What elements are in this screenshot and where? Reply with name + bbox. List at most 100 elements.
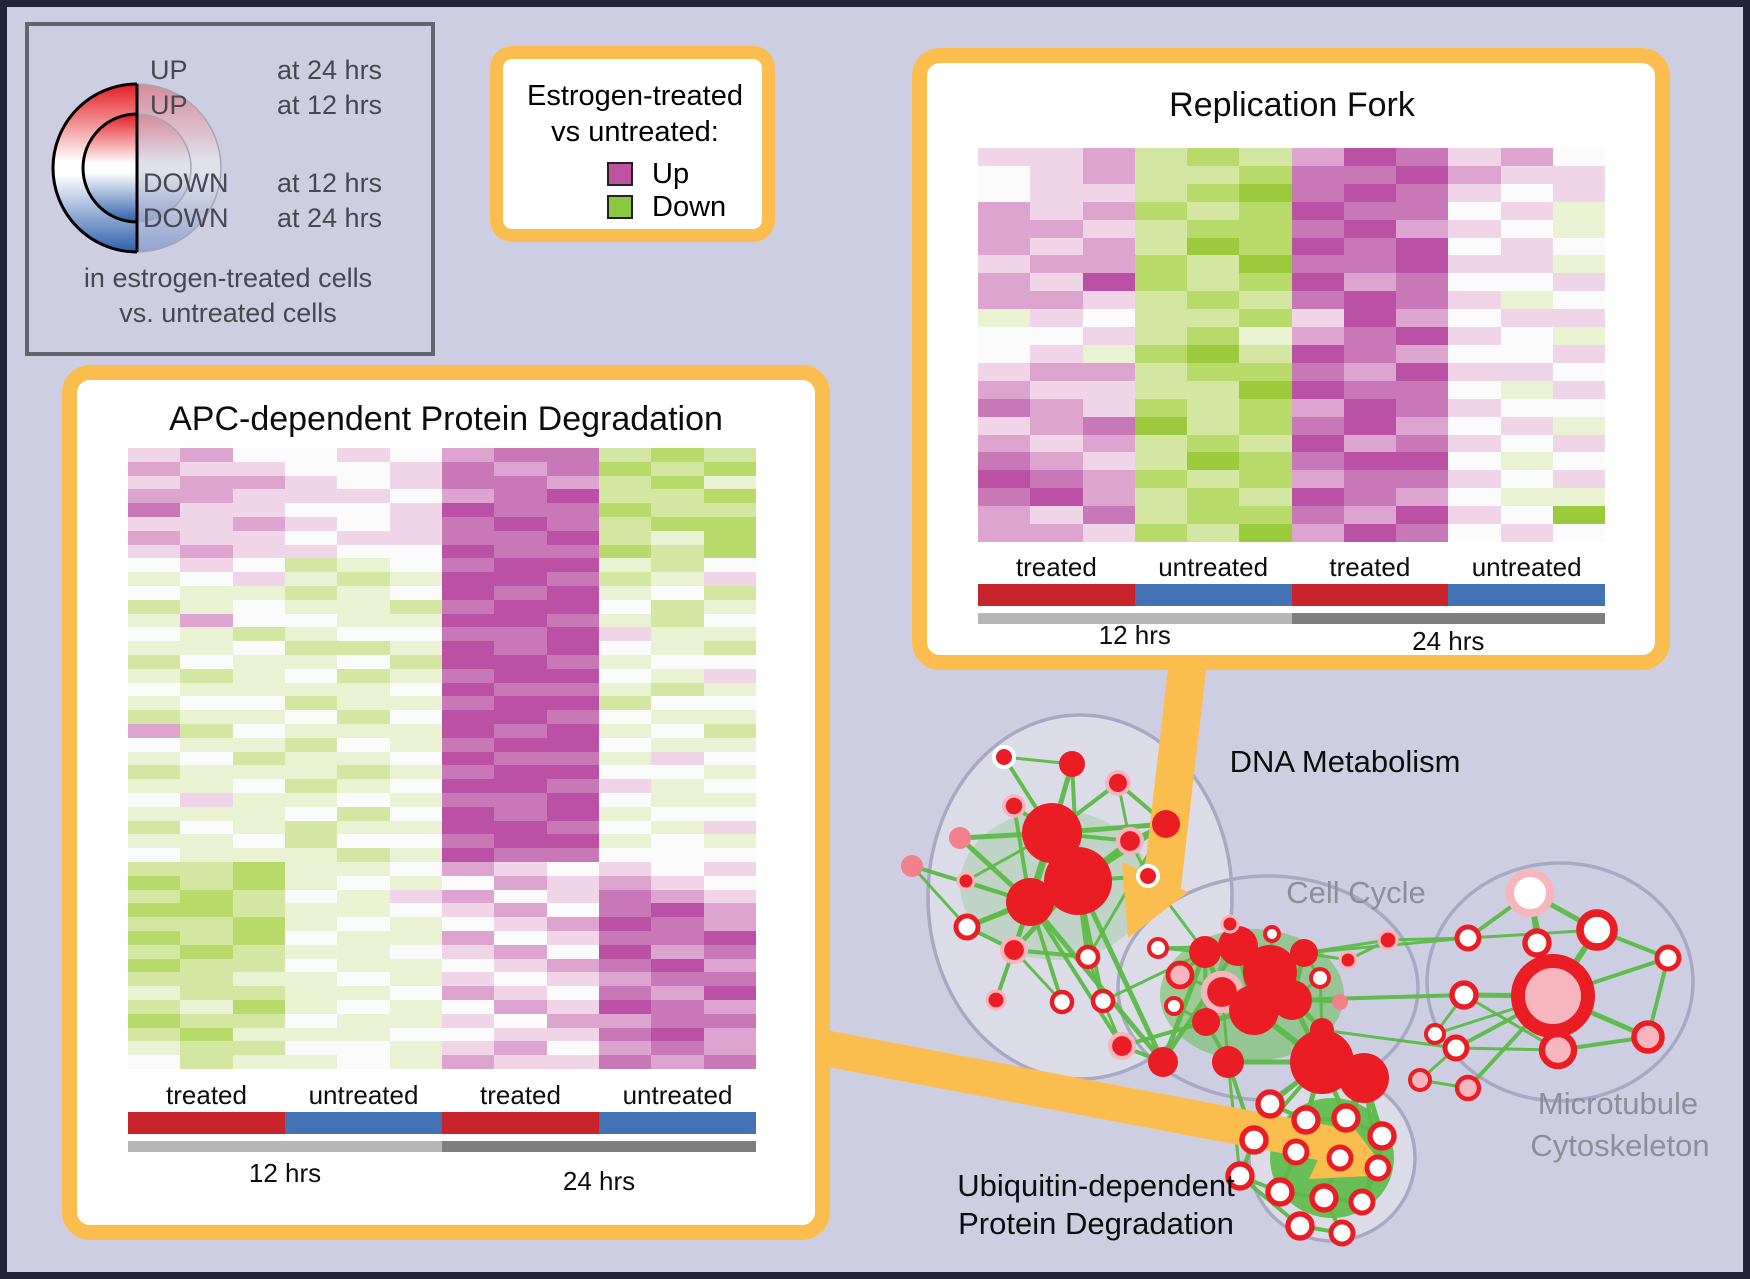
heatmap-cell <box>441 696 495 711</box>
heatmap-cell <box>441 806 495 821</box>
heatmap-cell <box>232 1000 285 1014</box>
heatmap-cell <box>284 599 338 614</box>
heatmap-cell <box>1343 344 1396 363</box>
heatmap-cell <box>546 572 599 586</box>
heatmap-cell <box>1448 183 1501 202</box>
heatmap-cell <box>284 503 338 517</box>
heatmap-cell <box>1134 148 1187 166</box>
heatmap-cell <box>1396 183 1449 202</box>
heatmap-cell <box>651 917 704 931</box>
heatmap-cell <box>337 517 390 531</box>
heatmap-cell <box>494 489 547 504</box>
heatmap-cell <box>546 682 599 697</box>
heatmap-cell <box>598 641 652 655</box>
heatmap-cell <box>1500 148 1553 166</box>
heatmap-cell <box>978 506 1031 525</box>
heatmap-cell <box>703 586 756 600</box>
heatmap-cell <box>441 931 495 945</box>
network-node <box>1006 878 1054 926</box>
heatmap-cell <box>1082 416 1135 435</box>
heatmap-cell <box>598 530 652 545</box>
network-node <box>1229 985 1279 1035</box>
heatmap-cell <box>1187 237 1240 256</box>
heatmap-cell <box>1134 344 1187 363</box>
heatmap-cell <box>598 613 652 628</box>
heatmap-cell <box>494 448 547 462</box>
heatmap-cell <box>232 793 285 807</box>
untreated-bar <box>1448 584 1605 606</box>
heatmap-cell <box>494 875 547 890</box>
heatmap-cell <box>598 820 652 835</box>
heatmap-cell <box>703 848 756 862</box>
heatmap-cell <box>389 503 442 517</box>
heatmap-cell <box>1030 309 1083 328</box>
network-node <box>949 827 971 849</box>
heatmap-cell <box>284 489 338 504</box>
heatmap-cell <box>1552 344 1605 363</box>
heatmap-cell <box>1343 148 1396 166</box>
heatmap-cell <box>128 765 181 780</box>
heatmap-cell <box>1396 488 1449 507</box>
heatmap-cell <box>651 558 704 573</box>
heatmap-cell <box>284 710 338 724</box>
heatmap-cell <box>1343 380 1396 399</box>
heatmap-cell <box>546 793 599 807</box>
network-node <box>1164 996 1184 1016</box>
heatmap-cell <box>180 986 233 1000</box>
heatmap-cell <box>703 931 756 945</box>
heatmap-cell <box>180 737 233 752</box>
network-node <box>1218 926 1258 966</box>
network-node <box>1107 1031 1137 1061</box>
ring-legend-box <box>25 22 435 356</box>
heatmap-cell <box>128 668 181 683</box>
heatmap-cell <box>1552 148 1605 166</box>
heatmap-cell <box>651 806 704 821</box>
ring-label-at-12: at 12 hrs <box>277 90 383 120</box>
heatmap-cell <box>441 779 495 793</box>
heatmap-cell <box>128 848 181 862</box>
heatmap-cell <box>598 475 652 490</box>
cluster-label: Microtubule <box>1538 1086 1698 1121</box>
treated-bar <box>128 1112 285 1134</box>
heatmap-cell <box>284 1000 338 1014</box>
heatmap-cell <box>441 917 495 931</box>
heatmap-cell <box>978 452 1031 471</box>
heatmap-cell <box>651 1041 704 1056</box>
heatmap-cell <box>1187 506 1240 525</box>
heatmap-cell <box>180 517 233 531</box>
network-node <box>1408 1068 1432 1092</box>
heatmap-cell <box>389 1027 442 1042</box>
heatmap-cell <box>1552 470 1605 489</box>
heatmap-cell <box>651 599 704 614</box>
heatmap-cell <box>232 710 285 724</box>
heatmap-cell <box>598 903 652 918</box>
heatmap-cell <box>1448 237 1501 256</box>
heatmap-cell <box>546 765 599 780</box>
time-span-bar <box>128 1141 442 1152</box>
treated-bar <box>1291 584 1449 606</box>
heatmap-cell <box>1239 219 1292 238</box>
heatmap-cell <box>232 448 285 462</box>
heatmap-cell <box>1396 237 1449 256</box>
heatmap-cell <box>1291 344 1344 363</box>
heatmap-cell <box>494 917 547 931</box>
heatmap-cell <box>1448 291 1501 310</box>
cluster-ellipse <box>1425 861 1695 1103</box>
network-node <box>1377 929 1399 951</box>
heatmap-cell <box>389 834 442 849</box>
time-span-bar <box>442 1141 756 1152</box>
heatmap-cell <box>1239 524 1292 542</box>
heatmap-cell <box>494 530 547 545</box>
heatmap-cell <box>1134 255 1187 274</box>
heatmap-cell <box>651 1013 704 1028</box>
heatmap-cell <box>1396 362 1449 381</box>
heatmap-cell <box>598 972 652 987</box>
heatmap-cell <box>703 1041 756 1056</box>
heatmap-cell <box>1552 452 1605 471</box>
heatmap-cell <box>1552 327 1605 345</box>
heatmap-cell <box>284 517 338 531</box>
heatmap-cell <box>441 1041 495 1056</box>
heatmap-cell <box>978 255 1031 274</box>
heatmap-cell <box>337 613 390 628</box>
heatmap-cell <box>1448 488 1501 507</box>
